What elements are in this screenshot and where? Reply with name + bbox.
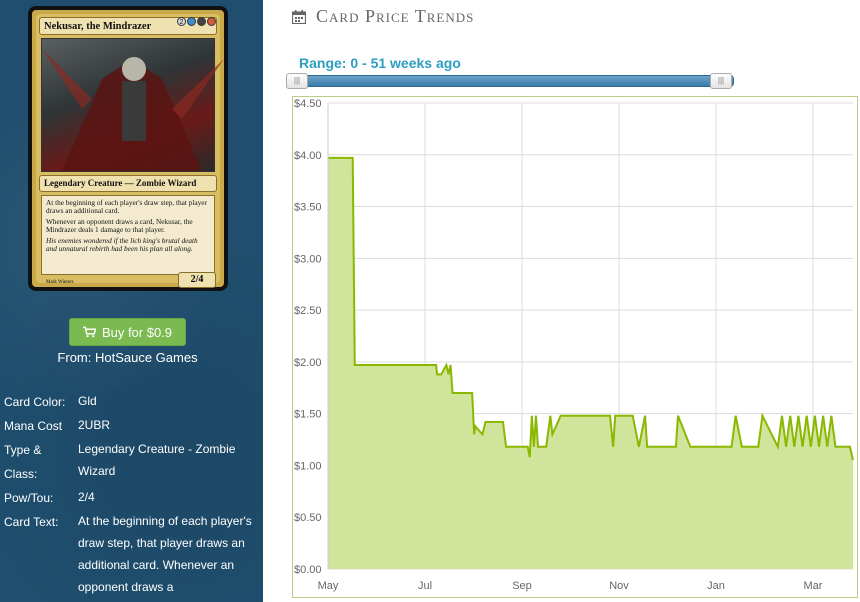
- range-label: Range: 0 - 51 weeks ago: [299, 55, 461, 71]
- y-tick-label: $4.50: [294, 98, 322, 110]
- x-tick-label: Mar: [804, 580, 823, 592]
- buy-button[interactable]: Buy for $0.9: [69, 318, 186, 346]
- range-slider-start-handle[interactable]: |||: [286, 73, 308, 89]
- property-row-mana-cost: Mana Cost 2UBR: [4, 414, 253, 438]
- card-name: Nekusar, the Mindrazer: [39, 17, 217, 35]
- card-power-toughness: 2/4: [178, 272, 216, 288]
- y-tick-label: $2.50: [294, 305, 322, 317]
- calendar-icon: [292, 9, 306, 24]
- property-key: Card Text:: [4, 515, 59, 529]
- card-image[interactable]: Nekusar, the Mindrazer 2 U B R Legendary…: [28, 6, 228, 291]
- y-tick-label: $2.00: [294, 357, 322, 369]
- card-type-line: Legendary Creature — Zombie Wizard: [39, 175, 217, 192]
- price-trends-title: Card Price Trends: [316, 6, 475, 26]
- card-text-box: At the beginning of each player's draw s…: [41, 195, 215, 275]
- property-row-pow-tou: Pow/Tou: 2/4: [4, 486, 253, 510]
- property-key: Type & Class:: [4, 443, 42, 481]
- price-trends-heading: Card Price Trends: [292, 6, 474, 27]
- x-tick-label: Sep: [512, 580, 532, 592]
- x-tick-label: Jul: [418, 580, 432, 592]
- artist-credit: Mark Winters: [46, 280, 74, 285]
- property-row-type: Type & Class: Legendary Creature - Zombi…: [4, 438, 253, 486]
- x-tick-label: Jan: [707, 580, 725, 592]
- card-info-panel: Nekusar, the Mindrazer 2 U B R Legendary…: [0, 0, 263, 602]
- property-row-color: Card Color: Gld: [4, 390, 253, 414]
- property-key: Card Color:: [4, 395, 66, 409]
- seller-name: From: HotSauce Games: [57, 350, 198, 365]
- y-tick-label: $1.00: [294, 460, 322, 472]
- property-value: 2/4: [78, 490, 95, 504]
- y-tick-label: $0.50: [294, 512, 322, 524]
- property-key: Pow/Tou:: [4, 491, 54, 505]
- price-chart-svg: $0.00 $0.50 $1.00 $1.50 $2.00 $2.50 $3.00 $3.50…: [294, 98, 854, 592]
- range-slider-track[interactable]: [293, 75, 734, 87]
- property-value: At the beginning of each player's draw s…: [78, 514, 252, 594]
- property-key: Mana Cost: [4, 419, 63, 433]
- price-area: [328, 157, 853, 569]
- price-line: [328, 156, 854, 461]
- y-tick-label: $3.00: [294, 253, 322, 265]
- flavor-text: His enemies wondered if the lich king's …: [46, 235, 198, 254]
- rules-text-1: At the beginning of each player's draw s…: [46, 198, 207, 216]
- mana-symbol-black: B: [197, 17, 206, 26]
- x-tick-label: Nov: [609, 580, 629, 592]
- mana-cost-symbols: 2 U B R: [177, 17, 216, 26]
- mana-symbol-blue: U: [187, 17, 196, 26]
- lich-artwork-icon: [42, 49, 224, 171]
- y-tick-label: $3.50: [294, 202, 322, 214]
- y-tick-label: $0.00: [294, 564, 322, 576]
- card-frame: Nekusar, the Mindrazer 2 U B R Legendary…: [36, 14, 224, 288]
- buy-button-label: Buy for $0.9: [101, 324, 173, 340]
- rules-text-2: Whenever an opponent draws a card, Nekus…: [46, 216, 193, 235]
- property-value: 2UBR: [78, 418, 111, 432]
- y-tick-label: $4.00: [294, 150, 322, 162]
- range-slider-end-handle[interactable]: |||: [710, 73, 732, 89]
- property-value: Gld: [78, 394, 97, 408]
- price-chart: $0.00 $0.50 $1.00 $1.50 $2.00 $2.50 $3.00 $3.50…: [292, 96, 858, 598]
- y-tick-label: $1.50: [294, 409, 322, 421]
- cart-icon: [82, 326, 96, 338]
- property-row-card-text: Card Text: At the beginning of each play…: [4, 510, 253, 598]
- property-value: Legendary Creature - Zombie Wizard: [78, 442, 236, 478]
- card-properties: Card Color: Gld Mana Cost 2UBR Type & Cl…: [4, 390, 253, 598]
- x-tick-label: May: [318, 580, 339, 592]
- mana-symbol-generic: 2: [177, 17, 186, 26]
- card-artwork: [41, 38, 224, 172]
- mana-symbol-red: R: [207, 17, 216, 26]
